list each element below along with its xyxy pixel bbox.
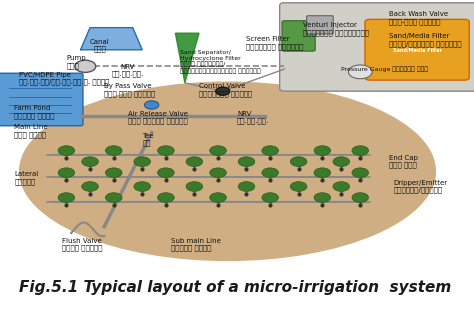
Circle shape [314, 146, 331, 155]
Text: Back Wash Valve
बैक-वाश वाल्व: Back Wash Valve बैक-वाश वाल्व [389, 11, 448, 25]
Circle shape [186, 182, 202, 191]
Circle shape [262, 146, 278, 155]
Text: By Pass Valve
बाय पास वाल्व: By Pass Valve बाय पास वाल्व [104, 83, 155, 96]
FancyBboxPatch shape [280, 3, 474, 91]
Circle shape [186, 157, 202, 166]
Circle shape [157, 193, 174, 203]
Text: Sand/Media Filter: Sand/Media Filter [392, 47, 442, 52]
Circle shape [82, 182, 99, 191]
Text: Sand Separator/
Hydrocyclone Filter
सैंड सेपरेटर/
हाइड्रोसाइक्लोन फिल्टर: Sand Separator/ Hydrocyclone Filter सैंड… [180, 50, 261, 73]
Text: Main Line
मेन लाइन: Main Line मेन लाइन [14, 124, 48, 138]
Circle shape [134, 157, 150, 166]
Circle shape [134, 182, 150, 191]
Circle shape [75, 60, 96, 73]
Text: End Cap
एंड कैप: End Cap एंड कैप [389, 155, 418, 168]
Circle shape [58, 168, 75, 177]
Text: Control Valve
कंट्रोल वाल्व: Control Valve कंट्रोल वाल्व [199, 83, 252, 96]
Polygon shape [81, 28, 142, 50]
Text: Sub main Line
सबमेन लाइन: Sub main Line सबमेन लाइन [171, 238, 220, 251]
Circle shape [262, 193, 278, 203]
Circle shape [352, 168, 369, 177]
Text: PVC/HDPE Pipe
पी.वी.सी/एच.डी.पी.ई. पाइप: PVC/HDPE Pipe पी.वी.सी/एच.डी.पी.ई. पाइप [19, 72, 109, 85]
Text: Canal
नहर: Canal नहर [90, 39, 109, 52]
Circle shape [105, 193, 122, 203]
Circle shape [145, 101, 159, 109]
Circle shape [210, 193, 227, 203]
Text: Dripper/Emitter
ड्रिपर/एमिटर: Dripper/Emitter ड्रिपर/एमिटर [393, 180, 447, 193]
Text: Pump
पंप: Pump पंप [66, 55, 86, 69]
Circle shape [105, 168, 122, 177]
FancyBboxPatch shape [365, 19, 469, 80]
Text: Air Release Valve
एयर रिलीज वाल्व: Air Release Valve एयर रिलीज वाल्व [128, 111, 188, 124]
Text: Venturi Injector
वेंटुरी इंजेक्टर: Venturi Injector वेंटुरी इंजेक्टर [303, 22, 369, 36]
Circle shape [333, 157, 349, 166]
FancyBboxPatch shape [0, 73, 83, 126]
Circle shape [58, 193, 75, 203]
Circle shape [314, 193, 331, 203]
Text: NRV
एन.आर.वी.: NRV एन.आर.वी. [237, 111, 269, 124]
FancyBboxPatch shape [307, 16, 333, 34]
Text: Farm Pond
फार्म पोंड: Farm Pond फार्म पोंड [14, 105, 55, 119]
Circle shape [238, 182, 255, 191]
Circle shape [105, 146, 122, 155]
Circle shape [82, 157, 99, 166]
Text: Lateral
लेटरल: Lateral लेटरल [14, 171, 38, 185]
Text: Screen Filter
स्क्रीन फिल्टर: Screen Filter स्क्रीन फिल्टर [246, 36, 304, 50]
Text: NRV
एन.आर.वी.: NRV एन.आर.वी. [112, 63, 144, 77]
Text: Flush Valve
फ्लश वाल्व: Flush Valve फ्लश वाल्व [62, 238, 102, 251]
Circle shape [157, 146, 174, 155]
Circle shape [262, 168, 278, 177]
Circle shape [58, 146, 75, 155]
Circle shape [352, 146, 369, 155]
Circle shape [157, 168, 174, 177]
Circle shape [348, 65, 372, 79]
Circle shape [352, 193, 369, 203]
Ellipse shape [19, 82, 436, 261]
Circle shape [314, 168, 331, 177]
Circle shape [210, 146, 227, 155]
Text: Tee
टी: Tee टी [142, 133, 154, 146]
Circle shape [333, 182, 349, 191]
Circle shape [210, 168, 227, 177]
FancyBboxPatch shape [282, 21, 315, 51]
Polygon shape [175, 33, 199, 83]
Circle shape [216, 87, 230, 95]
Circle shape [238, 157, 255, 166]
Circle shape [290, 182, 307, 191]
Circle shape [290, 157, 307, 166]
Text: Sand/Media Filter
सैंड/मीडिया फिल्टर: Sand/Media Filter सैंड/मीडिया फिल्टर [389, 33, 461, 47]
Text: Fig.5.1 Typical layout of a micro-irrigation  system: Fig.5.1 Typical layout of a micro-irriga… [19, 280, 451, 295]
Text: Pressure Gauge प्रेशर गेज: Pressure Gauge प्रेशर गेज [341, 66, 428, 72]
